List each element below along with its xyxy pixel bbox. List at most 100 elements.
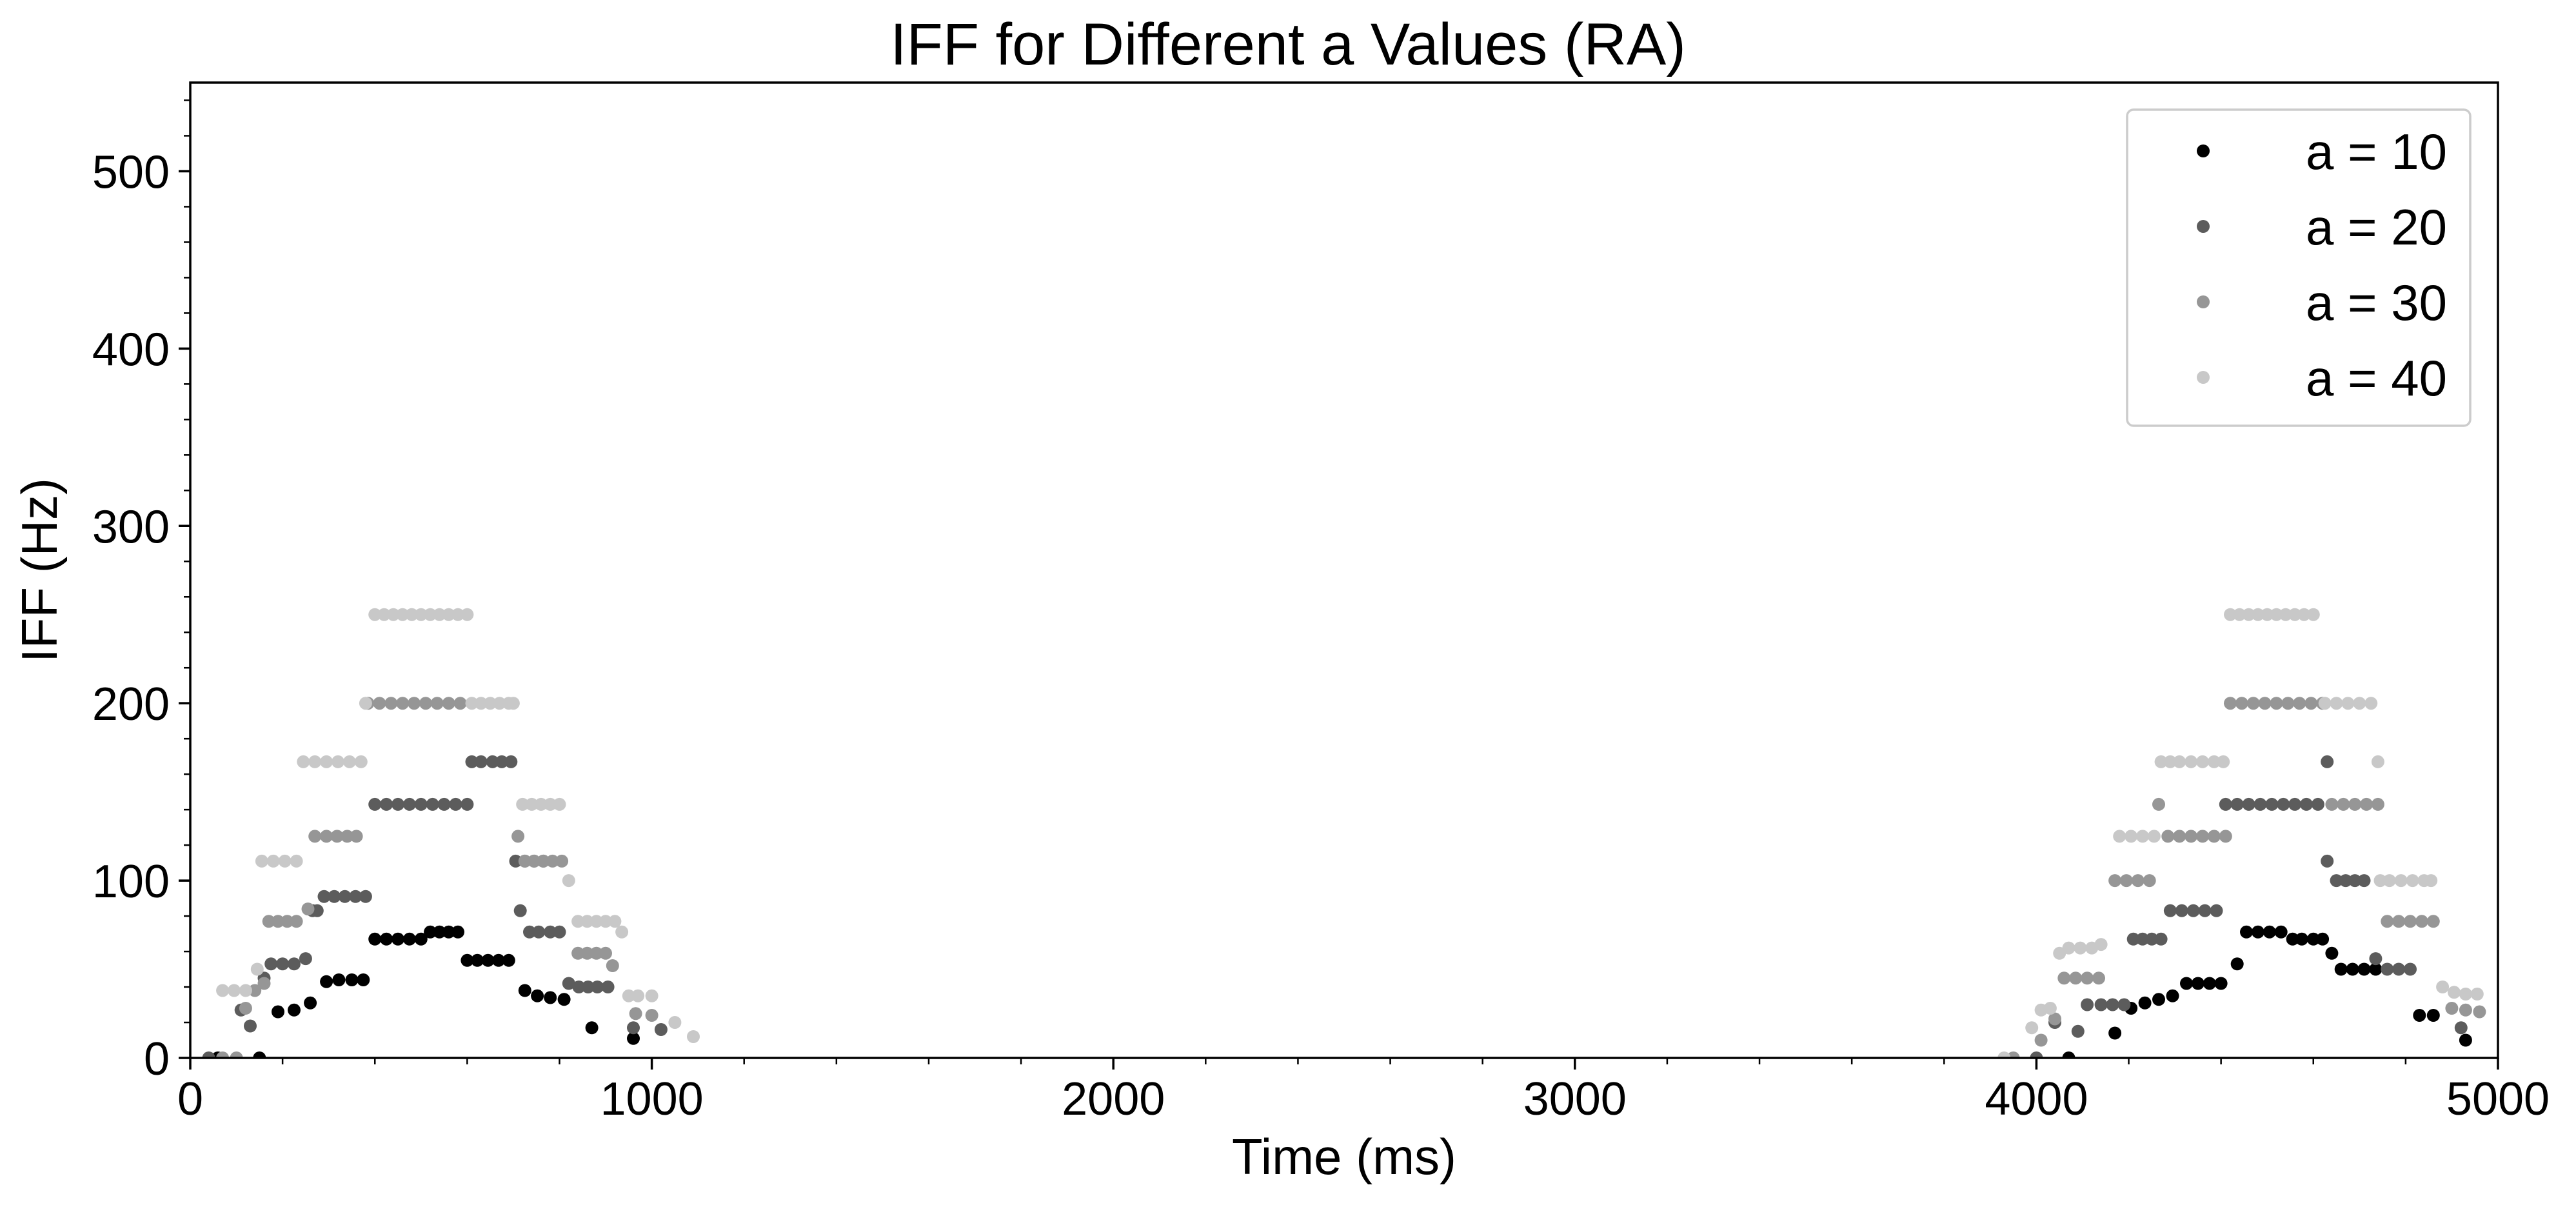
data-point-a1-25 (544, 991, 557, 1004)
data-point-a2-70 (2321, 755, 2334, 768)
data-point-a4-78 (2306, 608, 2320, 621)
data-point-a2-39 (572, 981, 586, 993)
data-point-a2-51 (2117, 998, 2131, 1011)
data-point-a1-37 (2203, 977, 2216, 990)
data-point-a3-7 (281, 915, 294, 928)
data-point-a1-5 (320, 975, 333, 988)
data-point-a4-60 (2136, 830, 2149, 843)
data-point-a2-34 (523, 925, 536, 939)
data-point-a3-65 (2337, 797, 2350, 811)
data-point-a3-36 (645, 1009, 659, 1022)
data-point-a2-79 (2404, 962, 2417, 976)
data-point-a2-75 (2357, 874, 2371, 888)
data-point-a1-33 (2152, 993, 2165, 1006)
data-point-a3-14 (350, 830, 363, 843)
data-point-a1-6 (332, 973, 346, 986)
data-point-a1-24 (531, 989, 544, 1002)
data-points (202, 608, 2486, 1058)
data-point-a1-14 (424, 925, 437, 939)
data-point-a4-57 (2094, 938, 2108, 951)
data-point-a4-5 (266, 854, 280, 868)
data-point-a3-38 (2034, 1033, 2048, 1047)
data-point-a4-72 (2251, 608, 2264, 621)
data-point-a1-15 (433, 925, 446, 939)
data-point-a2-33 (513, 904, 527, 917)
data-point-a3-1 (230, 1051, 243, 1058)
axis-ticks: 0 1000 2000 3000 4000 5000 0 100 200 300 400 500 (92, 99, 2550, 1125)
data-point-a4-59 (2125, 830, 2138, 843)
data-point-a1-41 (2251, 925, 2264, 939)
data-point-a2-60 (2210, 904, 2223, 917)
data-point-a2-58 (2186, 904, 2200, 917)
data-point-a2-22 (449, 797, 462, 811)
data-point-a4-16 (377, 608, 391, 621)
plot-frame (189, 81, 2499, 1059)
data-point-a4-45 (631, 989, 645, 1002)
data-point-a4-81 (2341, 697, 2355, 710)
data-point-a2-50 (2106, 998, 2119, 1011)
data-point-a3-64 (2325, 797, 2339, 811)
data-point-a4-66 (2196, 755, 2209, 768)
data-point-a4-20 (414, 608, 428, 621)
data-point-a4-39 (580, 915, 594, 928)
data-point-a2-5 (276, 957, 290, 971)
data-point-a4-35 (544, 797, 557, 811)
data-point-a4-46 (645, 989, 659, 1002)
data-point-a4-40 (590, 915, 603, 928)
data-point-a4-48 (687, 1030, 700, 1043)
data-point-a1-40 (2240, 925, 2253, 939)
data-point-a3-31 (580, 946, 594, 960)
data-point-a4-58 (2113, 830, 2126, 843)
data-point-a2-47 (2071, 1024, 2085, 1038)
data-point-a3-55 (2224, 697, 2237, 710)
data-point-a4-86 (2383, 874, 2396, 888)
data-point-a1-2 (272, 1005, 284, 1019)
data-point-a1-29 (2062, 1051, 2076, 1058)
data-point-a2-56 (2163, 904, 2177, 917)
data-point-a4-50 (2025, 1021, 2039, 1035)
data-point-a4-64 (2173, 755, 2186, 768)
data-point-a4-22 (433, 608, 446, 621)
data-point-a2-44 (654, 1023, 668, 1036)
data-point-a4-8 (297, 755, 310, 768)
data-point-a3-51 (2185, 830, 2198, 843)
data-point-a1-17 (451, 925, 464, 939)
data-point-a1-44 (2286, 932, 2299, 946)
data-point-a3-69 (2381, 915, 2394, 928)
data-point-a4-84 (2371, 755, 2384, 768)
data-point-a1-53 (2413, 1009, 2426, 1022)
data-point-a4-32 (516, 797, 530, 811)
y-tick-label-500: 500 (92, 146, 170, 198)
data-point-a2-59 (2198, 904, 2212, 917)
data-point-a4-27 (474, 697, 488, 710)
chart-title: IFF for Different a Values (RA) (890, 12, 1686, 77)
data-point-a4-11 (332, 755, 344, 768)
data-point-a4-61 (2147, 830, 2161, 843)
data-point-a2-73 (2339, 874, 2352, 888)
data-point-a4-69 (2224, 608, 2237, 621)
data-point-a4-42 (608, 915, 622, 928)
data-point-a3-45 (2119, 874, 2133, 888)
data-point-a4-67 (2207, 755, 2221, 768)
x-tick-label-5000: 5000 (2446, 1073, 2550, 1125)
data-point-a2-21 (437, 797, 451, 811)
data-point-a2-18 (402, 797, 416, 811)
data-point-a2-29 (509, 854, 522, 868)
data-point-a1-47 (2316, 932, 2330, 946)
data-point-a2-72 (2330, 874, 2343, 888)
data-point-a3-26 (528, 854, 541, 868)
x-axis-label: Time (ms) (1232, 1128, 1456, 1185)
y-tick-label-0: 0 (144, 1033, 170, 1085)
data-point-a3-24 (511, 830, 525, 843)
x-tick-label-3000: 3000 (1523, 1073, 1627, 1125)
data-point-a4-9 (308, 755, 322, 768)
data-point-a4-52 (2043, 1002, 2057, 1015)
data-point-a2-43 (627, 1021, 640, 1035)
legend-label-4: a = 40 (2306, 350, 2447, 406)
data-point-a1-39 (2230, 957, 2244, 971)
data-point-a4-33 (525, 797, 539, 811)
data-point-a4-36 (553, 797, 566, 811)
data-point-a3-68 (2371, 797, 2384, 811)
data-point-a2-64 (2254, 797, 2267, 811)
data-point-a4-4 (255, 854, 268, 868)
